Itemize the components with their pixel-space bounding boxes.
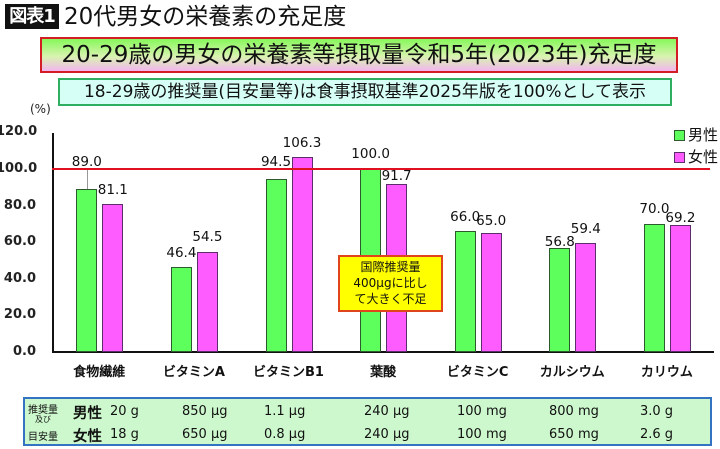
bar-female	[196, 252, 218, 352]
data-label: 59.4	[570, 221, 601, 238]
figure-badge: 図表1	[5, 4, 59, 29]
table-cell: 100 mg	[457, 404, 507, 419]
row-header-and: 及び	[35, 415, 51, 424]
bar-female	[291, 157, 313, 352]
annotation-line: 400μgに比し	[353, 276, 428, 290]
x-tick-label: ビタミンA	[162, 365, 225, 380]
bar-female	[102, 203, 124, 352]
chart-subtitle: 18-29歳の推奨量(目安量等)は食事摂取基準2025年版を100%として表示	[58, 78, 672, 106]
table-cell: 3.0 g	[640, 404, 674, 419]
x-tick-label: 葉酸	[370, 365, 397, 380]
y-tick-label: 80.0	[3, 197, 36, 213]
bar-female	[480, 233, 502, 352]
bar-male	[454, 231, 476, 352]
legend-label: 女性	[688, 148, 719, 166]
data-label: 69.2	[665, 210, 696, 227]
y-axis-unit: (%)	[30, 102, 51, 116]
data-label: 100.0	[351, 146, 390, 162]
data-label: 106.3	[282, 135, 322, 152]
intake-standard-table: 推奨量 及び 目安量 男性 20 g 850 μg 1.1 μg 240 μg …	[23, 397, 712, 446]
page-title: 20代男女の栄養素の充足度	[64, 4, 347, 30]
x-tick-label: カリウム	[640, 365, 693, 380]
table-cell: 650 μg	[182, 427, 228, 442]
y-tick-label: 20.0	[3, 307, 36, 323]
bar-male	[643, 223, 665, 352]
bar-male	[265, 179, 287, 352]
folate-annotation: 国際推奨量 400μgに比し て大きく不足	[338, 255, 443, 312]
reference-line-100	[52, 168, 710, 170]
bar-female	[669, 225, 691, 352]
data-label: 94.5	[260, 154, 292, 171]
x-tick-label: 食物繊維	[73, 365, 126, 380]
table-cell: 850 μg	[182, 404, 228, 419]
bar-male	[549, 248, 571, 352]
y-tick-label: 0.0	[12, 344, 36, 359]
data-label: 56.8	[544, 234, 575, 251]
legend-swatch-male-icon	[674, 129, 685, 141]
data-label: 81.1	[97, 181, 128, 198]
table-cell: 240 μg	[364, 404, 410, 419]
x-tick-label: カルシウム	[539, 365, 605, 380]
table-cell: 20 g	[110, 404, 139, 419]
data-label: 66.0	[450, 209, 481, 226]
data-label-leader	[86, 169, 88, 190]
y-axis-line	[52, 133, 54, 353]
x-tick-label: ビタミンB1	[253, 365, 324, 380]
table-cell: 800 mg	[549, 404, 599, 419]
chart-title: 20-29歳の男女の栄養素等摂取量令和5年(2023年)充足度	[40, 37, 678, 73]
bar-male	[170, 267, 192, 352]
x-tick-label: ビタミンC	[446, 365, 509, 380]
data-label: 65.0	[476, 213, 507, 230]
table-cell: 0.8 μg	[264, 427, 306, 442]
y-tick-label: 120.0	[0, 124, 38, 140]
table-cell: 240 μg	[364, 427, 410, 442]
y-tick-label: 100.0	[0, 161, 38, 176]
data-label: 54.5	[192, 229, 223, 246]
table-cell: 18 g	[110, 427, 139, 442]
legend-label: 男性	[688, 126, 719, 144]
data-label: 91.7	[381, 168, 412, 185]
table-cell: 650 mg	[549, 427, 599, 442]
bar-female	[575, 243, 597, 352]
annotation-line: て大きく不足	[354, 292, 427, 306]
table-cell: 100 mg	[457, 427, 507, 442]
y-tick-label: 40.0	[3, 270, 36, 286]
legend-item-female: 女性	[674, 148, 718, 166]
x-axis-line	[52, 351, 714, 353]
data-label: 46.4	[166, 245, 197, 262]
row-header-recommended: 推奨量	[28, 405, 58, 416]
table-cell: 2.6 g	[640, 427, 674, 442]
legend-item-male: 男性	[674, 126, 718, 144]
annotation-line: 国際推奨量	[360, 260, 421, 274]
bar-male	[76, 189, 98, 352]
data-label: 70.0	[639, 200, 670, 217]
data-label: 89.0	[71, 154, 102, 171]
row-header-adequate: 目安量	[28, 432, 58, 443]
y-tick-label: 60.0	[3, 234, 36, 250]
row-label-male: 男性	[73, 406, 102, 422]
legend-swatch-female-icon	[674, 151, 685, 163]
row-label-female: 女性	[73, 429, 102, 445]
table-cell: 1.1 μg	[264, 404, 306, 419]
